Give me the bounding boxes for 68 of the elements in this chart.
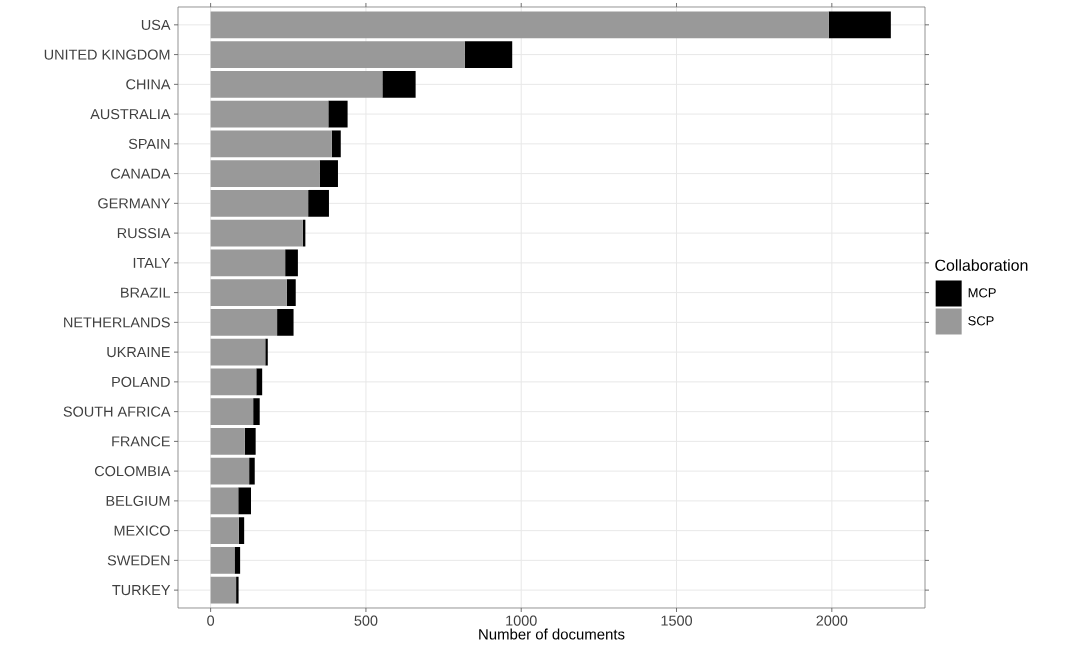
y-tick-label: SPAIN	[128, 138, 170, 149]
bar	[319, 160, 338, 187]
bar	[210, 338, 266, 366]
bar	[249, 457, 255, 485]
x-axis-title: Number of documents	[479, 628, 625, 640]
legend-label: SCP	[968, 316, 994, 326]
bar	[210, 189, 309, 217]
bar	[331, 130, 341, 158]
bar	[210, 160, 320, 187]
bar	[285, 249, 298, 277]
legend-label: MCP	[968, 288, 996, 298]
y-tick-label: GERMANY	[98, 198, 171, 209]
bar	[210, 427, 245, 455]
bar	[210, 487, 239, 515]
x-tick-label: 0	[207, 615, 215, 626]
y-tick-label: ITALY	[133, 257, 171, 268]
bar	[244, 427, 256, 455]
legend-title: Collaboration	[935, 259, 1028, 271]
bar	[210, 130, 332, 158]
y-tick-label: SWEDEN	[107, 555, 170, 566]
y-tick-label: POLAND	[112, 376, 170, 387]
bar	[210, 576, 237, 604]
y-tick-label: CANADA	[111, 168, 171, 179]
y-tick-label: BRAZIL	[121, 287, 171, 298]
bar	[286, 279, 296, 307]
y-tick-label: AUSTRALIA	[90, 108, 171, 120]
bar	[464, 41, 513, 68]
bar	[210, 41, 465, 68]
bar	[328, 100, 348, 128]
y-tick-label: UNITED KINGDOM	[44, 49, 170, 60]
y-tick-label: UKRAINE	[107, 347, 170, 358]
y-tick-label: NETHERLANDS	[64, 317, 170, 328]
bar	[210, 308, 278, 336]
bar	[238, 517, 245, 545]
bar	[277, 308, 294, 336]
bar	[234, 547, 241, 574]
x-tick-label: 500	[354, 615, 378, 626]
bar	[236, 576, 239, 604]
bar	[238, 487, 251, 515]
bar	[265, 338, 268, 366]
bar	[210, 457, 250, 485]
y-tick-label: TURKEY	[112, 585, 171, 596]
x-tick-label: 2000	[816, 615, 848, 626]
y-tick-label: USA	[141, 19, 171, 30]
bar	[210, 368, 257, 396]
bar	[210, 249, 286, 277]
bar	[382, 70, 416, 98]
bar	[210, 219, 303, 247]
bar	[828, 11, 891, 39]
bar	[210, 279, 287, 307]
bar	[253, 398, 260, 426]
y-tick-label: FRANCE	[112, 436, 170, 447]
x-tick-label: 1000	[506, 615, 537, 626]
bar	[210, 11, 829, 39]
y-tick-label: COLOMBIA	[94, 466, 171, 477]
y-tick-label: CHINA	[126, 79, 171, 90]
bar	[256, 368, 263, 396]
y-tick-label: SOUTH AFRICA	[63, 406, 171, 417]
y-tick-label: MEXICO	[114, 525, 170, 536]
bar	[308, 189, 329, 217]
x-tick-label: 1500	[661, 615, 693, 626]
y-tick-label: RUSSIA	[117, 227, 171, 239]
y-tick-label: BELGIUM	[106, 495, 170, 506]
bar	[210, 517, 239, 545]
bar	[210, 100, 329, 128]
bar	[210, 398, 254, 426]
bar	[210, 70, 383, 98]
bar	[210, 547, 235, 574]
